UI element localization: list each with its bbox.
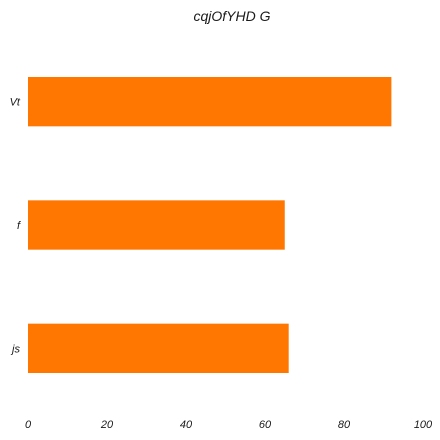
y-tick-label: js xyxy=(10,343,20,355)
chart-title: cqjOfYHD G xyxy=(193,8,270,24)
y-tick-label: f xyxy=(17,220,21,232)
bar xyxy=(28,200,285,250)
x-tick-label: 40 xyxy=(180,419,193,431)
x-tick-label: 0 xyxy=(25,419,32,431)
y-tick-label: Vt xyxy=(10,97,21,109)
x-axis-tick-labels: 0 20 40 60 80 100 xyxy=(25,419,433,431)
x-tick-label: 80 xyxy=(338,419,351,431)
x-tick-label: 60 xyxy=(259,419,272,431)
x-tick-label: 20 xyxy=(100,419,114,431)
x-tick-label: 100 xyxy=(414,419,433,431)
bar xyxy=(28,323,289,373)
bar xyxy=(28,77,392,127)
y-axis-tick-labels: Vt f js xyxy=(10,97,21,356)
bars-layer xyxy=(28,77,392,373)
